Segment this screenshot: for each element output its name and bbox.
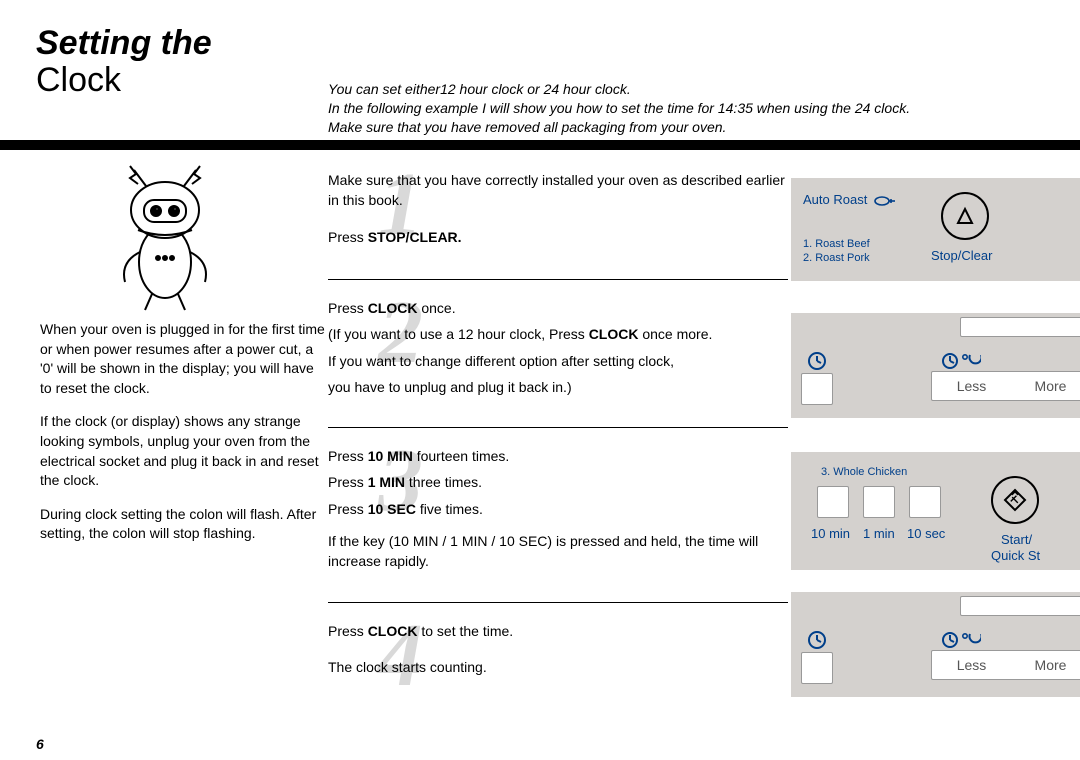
control-panel-2: Less More xyxy=(791,313,1080,418)
panel3-b2: 1 min xyxy=(863,526,895,541)
title-line1: Setting the xyxy=(36,26,212,60)
page-title: Setting the Clock xyxy=(36,26,212,101)
step-3: 3 Press 10 MIN fourteen times. Press 1 M… xyxy=(328,446,788,602)
sidebar-p2: If the clock (or display) shows any stra… xyxy=(40,412,325,490)
less-more-toggle[interactable]: Less More xyxy=(931,650,1080,680)
sidebar-p1: When your oven is plugged in for the fir… xyxy=(40,320,325,398)
step-1-l1: Make sure that you have correctly instal… xyxy=(328,170,788,211)
step-4-l2: The clock starts counting. xyxy=(328,657,788,677)
step-3-body: Press 10 MIN fourteen times. Press 1 MIN… xyxy=(328,446,788,571)
step-4-body: Press CLOCK to set the time. The clock s… xyxy=(328,621,788,678)
step-3-l2: Press 1 MIN three times. xyxy=(328,472,788,492)
panel3-quick-label: Quick St xyxy=(991,548,1040,563)
page-number: 6 xyxy=(36,736,44,752)
clock-button[interactable] xyxy=(801,373,833,405)
panel3-b1: 10 min xyxy=(811,526,850,541)
control-panel-3: 3. Whole Chicken 10 min 1 min 10 sec Sta… xyxy=(791,452,1080,570)
less-more-toggle[interactable]: Less More xyxy=(931,371,1080,401)
step-1-l2: Press STOP/CLEAR. xyxy=(328,227,788,247)
panel3-b3: 10 sec xyxy=(907,526,945,541)
sidebar-notes: When your oven is plugged in for the fir… xyxy=(40,320,325,558)
panel3-chicken: 3. Whole Chicken xyxy=(821,466,907,478)
step-1-body: Make sure that you have correctly instal… xyxy=(328,170,788,247)
title-line2: Clock xyxy=(36,60,212,101)
mascot-illustration xyxy=(90,162,240,317)
step-4: 4 Press CLOCK to set the time. The clock… xyxy=(328,621,788,731)
intro-text: You can set either12 hour clock or 24 ho… xyxy=(328,80,968,137)
step-2: 2 Press CLOCK once. (If you want to use … xyxy=(328,298,788,428)
step-3-l1: Press 10 MIN fourteen times. xyxy=(328,446,788,466)
intro-l1: You can set either12 hour clock or 24 ho… xyxy=(328,80,968,99)
10min-button[interactable] xyxy=(817,486,849,518)
step-2-body: Press CLOCK once. (If you want to use a … xyxy=(328,298,788,397)
intro-l3: Make sure that you have removed all pack… xyxy=(328,118,968,137)
10sec-button[interactable] xyxy=(909,486,941,518)
control-panel-1: Auto Roast 1. Roast Beef 2. Roast Pork S… xyxy=(791,178,1080,281)
divider-ribbon xyxy=(0,140,1080,150)
step-2-l1: Press CLOCK once. xyxy=(328,298,788,318)
step-1: 1 Make sure that you have correctly inst… xyxy=(328,170,788,280)
start-button[interactable] xyxy=(991,476,1039,524)
panel1-opt1: 1. Roast Beef xyxy=(803,238,870,250)
steps-column: 1 Make sure that you have correctly inst… xyxy=(328,170,788,749)
step-3-l3: Press 10 SEC five times. xyxy=(328,499,788,519)
clock-button[interactable] xyxy=(801,652,833,684)
intro-l2: In the following example I will show you… xyxy=(328,99,968,118)
panel1-opt2: 2. Roast Pork xyxy=(803,252,870,264)
panel1-stop-label: Stop/Clear xyxy=(931,248,992,263)
step-2-l3: If you want to change different option a… xyxy=(328,351,788,371)
step-2-l2: (If you want to use a 12 hour clock, Pre… xyxy=(328,324,788,344)
panel3-start-label: Start/ xyxy=(1001,532,1032,547)
sidebar-p3: During clock setting the colon will flas… xyxy=(40,505,325,544)
panel1-title: Auto Roast xyxy=(803,192,896,207)
step-2-l4: you have to unplug and plug it back in.) xyxy=(328,377,788,397)
1min-button[interactable] xyxy=(863,486,895,518)
stop-clear-button[interactable] xyxy=(941,192,989,240)
control-panel-4: Less More xyxy=(791,592,1080,697)
step-4-l1: Press CLOCK to set the time. xyxy=(328,621,788,641)
step-3-l4: If the key (10 MIN / 1 MIN / 10 SEC) is … xyxy=(328,531,788,572)
